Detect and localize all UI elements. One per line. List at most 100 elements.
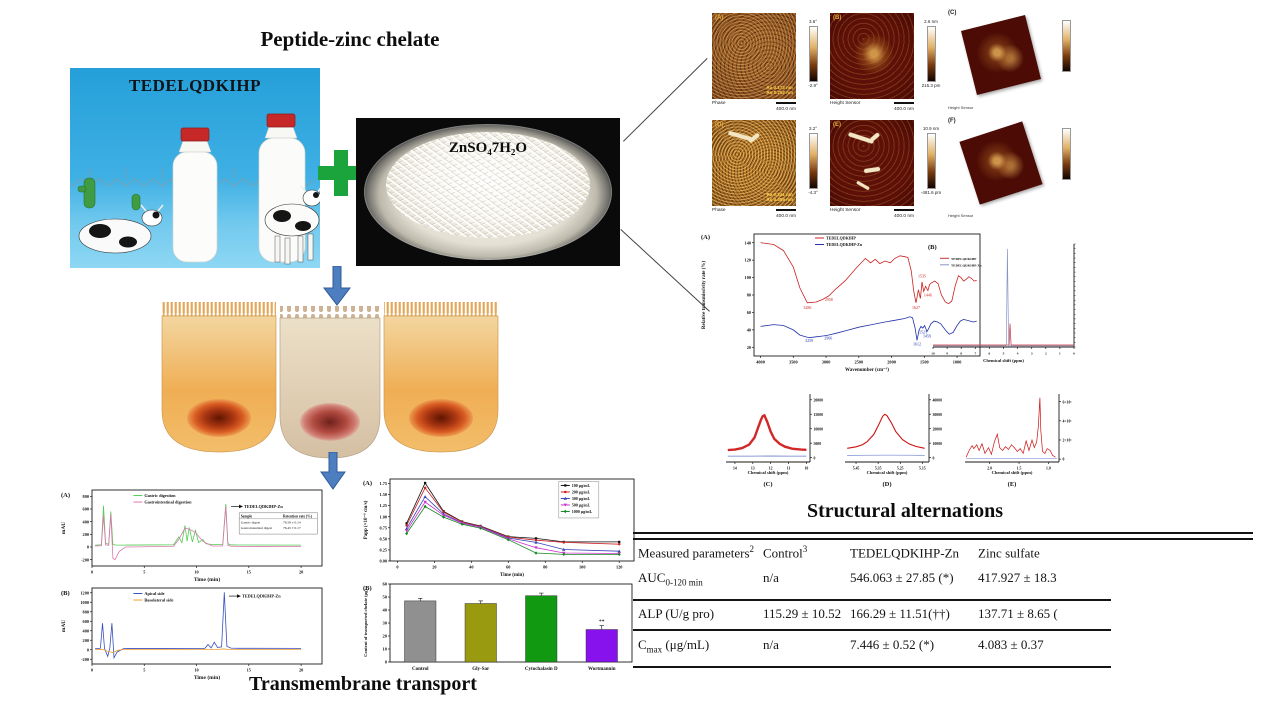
- svg-text:(E): (E): [1008, 481, 1017, 488]
- svg-text:Apical side: Apical side: [144, 591, 164, 596]
- table-header-control: Control3: [763, 544, 808, 561]
- svg-text:15: 15: [247, 668, 251, 673]
- svg-text:10: 10: [931, 352, 935, 356]
- svg-text:-200: -200: [81, 557, 89, 562]
- afm-panel-b: (B) 2.6 nm 215.3 pm Height Sensor 400.0 …: [830, 13, 946, 121]
- caption-text: Phase: [712, 101, 726, 106]
- svg-text:10: 10: [194, 668, 198, 673]
- fibril-streak: [748, 132, 760, 144]
- cell-nucleus: [187, 399, 251, 437]
- svg-text:1459: 1459: [923, 334, 931, 339]
- svg-text:40: 40: [469, 565, 473, 570]
- table-header-parameters: Measured parameters2: [638, 544, 755, 561]
- svg-text:400: 400: [83, 519, 89, 524]
- cow-figurine: [78, 204, 164, 254]
- svg-text:5.35: 5.35: [875, 467, 882, 471]
- svg-text:(B): (B): [363, 585, 372, 592]
- svg-text:7: 7: [974, 352, 976, 356]
- transport-inhibitor-bar-chart: 0 10 20 30 40 50 60 Content of transported chel…: [363, 582, 633, 672]
- svg-text:Basolateral side: Basolateral side: [144, 598, 173, 603]
- svg-text:10: 10: [194, 570, 198, 575]
- zinc-sulfate-photo: [356, 118, 620, 266]
- svg-text:0: 0: [87, 545, 89, 550]
- svg-text:Gastrointestinal digestion: Gastrointestinal digestion: [144, 500, 192, 505]
- svg-text:4: 4: [1017, 352, 1019, 356]
- svg-text:mAU: mAU: [61, 620, 67, 633]
- svg-text:10000: 10000: [933, 442, 943, 446]
- table-rule: [633, 599, 1111, 601]
- svg-text:(A): (A): [701, 234, 710, 241]
- svg-text:Retention rate (%): Retention rate (%): [283, 514, 313, 518]
- svg-text:30: 30: [383, 621, 388, 626]
- svg-text:0: 0: [1063, 458, 1065, 462]
- roughness-values: Ra 0.173 nm Rq 0.252 nm: [766, 85, 793, 96]
- connector-line: [623, 57, 708, 142]
- svg-text:0: 0: [385, 660, 388, 665]
- svg-text:1: 1: [1059, 352, 1061, 356]
- afm-caption: Phase 400.0 nm: [712, 101, 796, 113]
- panel-label: (A): [715, 15, 724, 21]
- svg-text:800: 800: [83, 609, 89, 614]
- svg-text:0: 0: [1073, 352, 1075, 356]
- svg-text:12: 12: [769, 467, 773, 471]
- nmr-region-c-chart: 14 13 12 11 10 0 5000 10000 15000 20000 Chemical s…: [726, 394, 823, 488]
- colorbar-min: -481.6 pm: [920, 189, 942, 195]
- table-rule: [633, 629, 1111, 631]
- svg-text:5000: 5000: [814, 442, 822, 446]
- afm-panel-e: (E) 10.9 nm -481.6 pm Height Sensor 400.…: [830, 120, 946, 228]
- svg-text:200 μg/mL: 200 μg/mL: [572, 490, 591, 495]
- svg-text:1000: 1000: [953, 360, 962, 365]
- table-cell: 417.927 ± 18.3: [978, 570, 1057, 585]
- svg-text:2958: 2958: [825, 297, 833, 302]
- plus-icon: [318, 150, 364, 196]
- svg-text:5: 5: [143, 570, 145, 575]
- svg-text:20: 20: [299, 570, 303, 575]
- svg-text:2×10⁵: 2×10⁵: [1063, 439, 1073, 443]
- table-cell: 546.063 ± 27.85 (*): [850, 570, 954, 585]
- svg-text:40: 40: [383, 608, 388, 613]
- svg-text:5.25: 5.25: [897, 467, 904, 471]
- svg-text:2.0: 2.0: [987, 467, 992, 471]
- hplc-digestion-chart: 0 5 10 15 20 -200 0 200 400 600 800 Time (min) mAU (A…: [61, 489, 323, 583]
- svg-text:5.45: 5.45: [853, 467, 860, 471]
- svg-text:100: 100: [579, 565, 585, 570]
- svg-text:0.25: 0.25: [379, 548, 387, 553]
- svg-text:600: 600: [83, 507, 89, 512]
- scale-bar: 400.0 nm: [775, 208, 796, 220]
- svg-text:6: 6: [989, 352, 991, 356]
- afm-panel-a: (A) Ra 0.173 nm Rq 0.252 nm 3.6° -2.9° P…: [712, 13, 828, 121]
- table-rule: [633, 666, 1111, 668]
- afm-height-image: (B): [830, 13, 914, 99]
- svg-text:Gastric digestion: Gastric digestion: [144, 493, 176, 498]
- table-cell: 137.71 ± 8.65 (: [978, 606, 1058, 621]
- svg-text:40000: 40000: [933, 398, 943, 402]
- crystal-pile: [386, 132, 590, 238]
- svg-text:1446: 1446: [924, 293, 932, 298]
- peptide-milk-photo: [70, 68, 320, 268]
- svg-text:500 μg/mL: 500 μg/mL: [572, 503, 591, 508]
- svg-text:Papp (×10⁻⁶ cm/s): Papp (×10⁻⁶ cm/s): [363, 500, 369, 539]
- table-row-param: AUC0-120 min: [638, 570, 703, 588]
- svg-text:0: 0: [91, 668, 93, 673]
- svg-text:60: 60: [506, 565, 510, 570]
- colorbar-max: 3.6°: [808, 19, 818, 24]
- svg-text:Sample: Sample: [241, 514, 253, 518]
- panel-label: (D): [715, 122, 724, 128]
- svg-text:Time (min): Time (min): [194, 674, 220, 681]
- svg-text:mAU: mAU: [61, 522, 67, 535]
- peptide-sequence-label: TEDELQDKIHP: [128, 76, 262, 95]
- roughness-values: Ra 0.341 nm Rq 0.389 nm: [766, 192, 793, 203]
- table-rule: [633, 532, 1253, 534]
- afm-caption: Phase 400.0 nm: [712, 208, 796, 220]
- svg-text:5.15: 5.15: [919, 467, 926, 471]
- svg-text:9: 9: [946, 352, 948, 356]
- table-rule: [633, 538, 1253, 540]
- microvilli: [384, 302, 498, 317]
- svg-text:4×10⁵: 4×10⁵: [1063, 419, 1073, 423]
- svg-text:Content of transported chelate: Content of transported chelate (μg): [363, 589, 368, 657]
- svg-text:20000: 20000: [933, 427, 943, 431]
- svg-text:Time (min): Time (min): [194, 576, 220, 583]
- cell-nucleus: [409, 399, 473, 437]
- svg-text:50: 50: [383, 595, 388, 600]
- svg-text:Chemical shift (ppm): Chemical shift (ppm): [748, 470, 789, 475]
